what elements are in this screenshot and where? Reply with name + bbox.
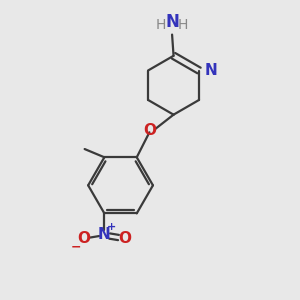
- Text: N: N: [204, 63, 217, 78]
- Text: H: H: [178, 18, 188, 32]
- Text: O: O: [143, 123, 156, 138]
- Text: O: O: [77, 232, 90, 247]
- Text: O: O: [118, 232, 131, 247]
- Text: +: +: [107, 222, 116, 232]
- Text: −: −: [71, 241, 82, 254]
- Text: N: N: [98, 227, 111, 242]
- Text: N: N: [165, 13, 179, 31]
- Text: H: H: [156, 18, 166, 32]
